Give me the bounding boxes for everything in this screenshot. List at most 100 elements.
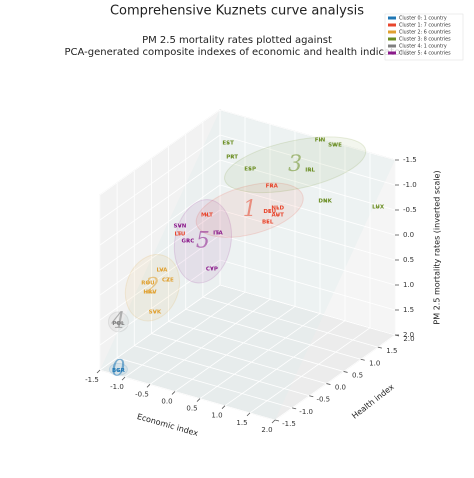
cluster-region [195, 182, 304, 238]
grid-line [202, 296, 378, 348]
y-tick-label: -1.0 [299, 408, 313, 416]
data-point [117, 369, 120, 372]
y-tick-mark [377, 346, 382, 349]
legend-label: Cluster 4: 1 country [399, 44, 447, 50]
y-tick-label: -0.5 [316, 396, 330, 404]
point-label: DNK [318, 198, 332, 204]
data-point [276, 213, 279, 217]
point-label: DEU [263, 209, 276, 215]
point-label: BGR [112, 368, 126, 374]
chart-subtitle: PM 2.5 mortality rates plotted against [142, 35, 332, 46]
z-tick-label: 1.0 [403, 281, 414, 289]
point-label: HRV [143, 290, 157, 296]
point-label: SWE [328, 142, 342, 148]
data-point [318, 138, 322, 142]
y-tick-mark [343, 371, 348, 373]
x-tick-mark [146, 384, 151, 388]
grid-line [124, 291, 246, 378]
z-tick-label: 0.0 [403, 231, 414, 239]
y-tick-label: 1.0 [369, 359, 380, 367]
x-tick-mark [246, 412, 251, 417]
point-label: MLT [201, 212, 213, 218]
data-point [160, 268, 164, 272]
cluster-region [107, 311, 129, 333]
cluster-label: 5 [196, 228, 210, 253]
data-point [276, 206, 279, 210]
legend-swatch [388, 23, 396, 27]
legend-label: Cluster 3: 8 countries [399, 37, 451, 43]
x-tick-label: 0.5 [186, 405, 197, 413]
grid-line [117, 357, 293, 409]
x-tick-mark [121, 376, 126, 381]
point-label: GRC [182, 239, 195, 245]
x-tick-label: -1.0 [110, 383, 124, 391]
point-label: AUT [272, 213, 285, 219]
point-label: IRL [305, 168, 315, 174]
data-point [268, 210, 271, 213]
point-label: ROU [141, 280, 154, 286]
point-label: PRT [226, 154, 238, 160]
z-tick-label: 2.0 [403, 331, 414, 339]
grid-line [274, 334, 396, 421]
x-tick-label: 2.0 [261, 426, 272, 434]
point-label: NLD [271, 206, 284, 212]
x-tick-mark [221, 405, 226, 409]
y-tick-mark [360, 358, 365, 361]
grid [99, 109, 396, 421]
point-label: SVN [174, 224, 187, 230]
grid-line [219, 209, 396, 261]
legend-swatch [388, 51, 396, 55]
legend-swatch [388, 37, 396, 41]
grid-line [174, 306, 296, 392]
point-label: LUX [372, 205, 385, 211]
data-point [333, 143, 337, 147]
x-tick-mark [96, 369, 101, 374]
point-label: FRA [266, 183, 279, 189]
x-tick-label: -1.5 [85, 376, 99, 384]
data-point [226, 141, 230, 145]
grid-line [99, 159, 221, 246]
point-label: CZE [162, 278, 174, 284]
point-label: POL [112, 321, 125, 327]
z-tick-label: -1.0 [403, 181, 417, 189]
grid-line [134, 345, 310, 397]
z-tick-label: -1.5 [403, 156, 417, 164]
x-tick-mark [171, 391, 176, 395]
y-tick-label: 0.0 [335, 384, 346, 392]
grid-line [99, 134, 221, 221]
data-point [117, 322, 120, 325]
x-tick-label: -0.5 [135, 390, 149, 398]
data-point [270, 184, 273, 188]
x-tick-label: 1.0 [211, 412, 222, 420]
z-tick-label: 0.5 [403, 256, 414, 264]
cluster-label: 3 [288, 152, 302, 177]
legend-label: Cluster 0: 1 country [399, 16, 447, 22]
point-label: FIN [315, 138, 326, 144]
legend-swatch [388, 44, 396, 48]
grid-line [99, 284, 221, 371]
grid-line [219, 234, 396, 286]
data-point [186, 239, 190, 243]
data-point [266, 221, 269, 224]
chart-title: Comprehensive Kuznets curve analysis [110, 4, 364, 19]
grid-line [199, 313, 321, 399]
grid-line [219, 134, 396, 186]
grid-line [99, 184, 221, 271]
grid-line [219, 284, 396, 336]
x-tick-mark [196, 398, 201, 402]
x-tick-mark [271, 419, 276, 424]
grid-line [99, 209, 221, 296]
x-tick-label: 0.0 [161, 397, 172, 405]
cluster-region [224, 136, 367, 194]
grid-line [185, 308, 361, 360]
data-point [148, 290, 152, 294]
point-label: SVK [149, 309, 162, 315]
point-label: CYP [206, 266, 218, 272]
data-point [146, 281, 150, 285]
grid-line [219, 259, 396, 311]
data-point [205, 213, 209, 217]
